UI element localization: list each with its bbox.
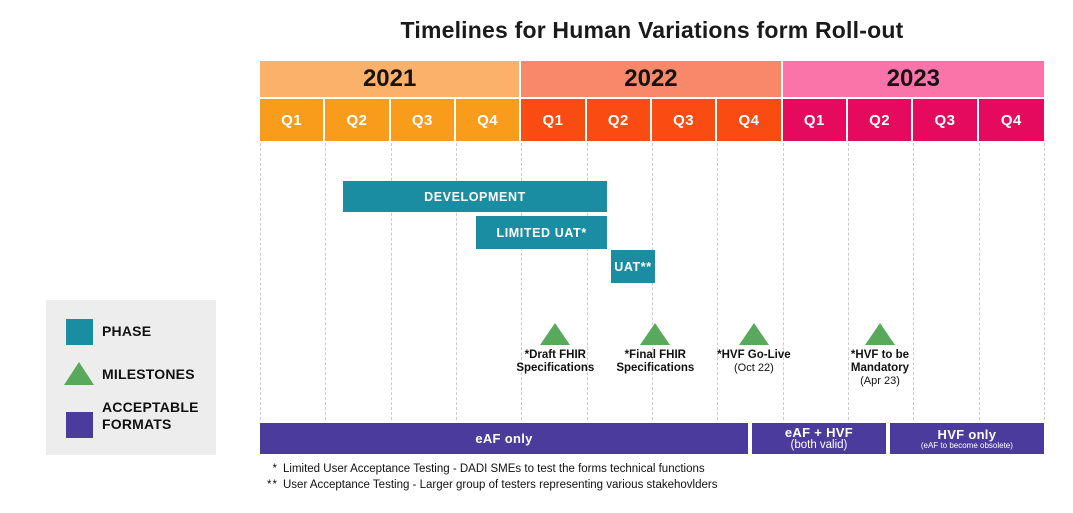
milestone-label: *Draft FHIR Specifications — [490, 349, 620, 375]
quarter-gridline — [978, 143, 980, 420]
page-title: Timelines for Human Variations form Roll… — [400, 17, 904, 43]
legend-label-formats-line2: FORMATS — [102, 416, 172, 432]
footnote-1-text: Limited User Acceptance Testing - DADI S… — [283, 463, 705, 475]
legend: PHASE MILESTONES ACCEPTABLE FORMATS — [46, 300, 216, 455]
year-band-2022: 2022 — [521, 61, 781, 97]
milestone-label: *HVF Go-Live (Oct 22) — [689, 349, 819, 375]
legend-label-milestones: MILESTONES — [102, 366, 195, 382]
year-band-2021: 2021 — [260, 61, 520, 97]
quarter-cell-2021-Q4: Q4 — [456, 99, 520, 141]
milestone-triangle-icon — [640, 323, 671, 345]
footnote-2-marker: ** — [267, 479, 278, 491]
milestone-label-line: Specifications — [516, 362, 595, 374]
quarter-gridline — [521, 143, 523, 420]
milestone-label-subline: (Oct 22) — [734, 362, 774, 374]
quarter-cell-2022-Q4: Q4 — [717, 99, 781, 141]
quarter-gridline — [456, 143, 457, 420]
format-segment-hvf-only: HVF only (eAF to become obsolete) — [889, 423, 1044, 454]
milestone-label-line: Specifications — [616, 362, 695, 374]
milestone-label: *HVF to be Mandatory (Apr 23) — [815, 349, 945, 388]
quarter-gridline — [717, 143, 719, 420]
quarter-cell-2023-Q1: Q1 — [782, 99, 846, 141]
milestone-label-line: *Final FHIR — [624, 349, 686, 361]
format-segment-sublabel: (both valid) — [790, 438, 848, 451]
format-segment-label: HVF only — [937, 426, 997, 442]
legend-label-phase: PHASE — [102, 323, 152, 339]
phase-bar-uat-: UAT** — [610, 250, 656, 283]
format-segment-eaf-only: eAF only — [260, 423, 748, 454]
format-segment-sublabel: (eAF to become obsolete) — [920, 440, 1013, 450]
footnotes: * Limited User Acceptance Testing - DADI… — [258, 461, 878, 493]
phase-bar-limited-uat-: LIMITED UAT* — [476, 216, 607, 249]
footnote-1: * Limited User Acceptance Testing - DADI… — [258, 461, 878, 477]
milestone-label-line: *Draft FHIR — [524, 349, 586, 361]
milestone-label-line: Mandatory — [850, 362, 910, 374]
phase-bar-development: DEVELOPMENT — [343, 181, 607, 212]
milestone-triangle-icon — [738, 323, 769, 345]
milestone-label: *Final FHIR Specifications — [590, 349, 720, 375]
quarter-cell-2021-Q3: Q3 — [390, 99, 454, 141]
legend-label-formats-line1: ACCEPTABLE — [102, 399, 199, 415]
year-band-2023: 2023 — [782, 61, 1044, 97]
quarter-gridline — [913, 143, 915, 420]
footnote-2-text: User Acceptance Testing - Larger group o… — [283, 479, 718, 491]
quarter-cell-2022-Q2: Q2 — [586, 99, 650, 141]
quarter-gridline — [390, 143, 392, 420]
milestone-triangle-icon — [540, 323, 571, 345]
footnote-1-marker: * — [272, 463, 278, 475]
quarter-cell-2021-Q2: Q2 — [325, 99, 389, 141]
phase-swatch-icon — [66, 319, 93, 345]
quarter-cell-2022-Q3: Q3 — [652, 99, 716, 141]
format-segment-label: eAF + HVF — [784, 424, 853, 440]
quarter-gridline — [782, 143, 784, 420]
quarter-gridline — [586, 143, 588, 420]
quarter-cell-2023-Q3: Q3 — [913, 99, 977, 141]
quarter-gridline — [260, 143, 261, 420]
format-segment-label: eAF only — [475, 431, 533, 446]
milestone-label-line: *HVF Go-Live — [717, 349, 791, 361]
quarter-cell-2023-Q4: Q4 — [978, 99, 1044, 141]
milestone-triangle-icon — [64, 362, 94, 385]
quarter-gridline — [848, 143, 849, 420]
quarter-gridline — [1044, 143, 1045, 420]
format-segment-eaf-hvf: eAF + HVF (both valid) — [752, 423, 886, 454]
quarter-gridline — [325, 143, 327, 420]
quarter-cell-2023-Q2: Q2 — [848, 99, 912, 141]
footnote-2: ** User Acceptance Testing - Larger grou… — [258, 477, 878, 493]
format-swatch-icon — [66, 412, 93, 438]
quarter-cell-2021-Q1: Q1 — [260, 99, 324, 141]
milestone-label-subline: (Apr 23) — [860, 375, 900, 387]
milestone-label-line: *HVF to be — [850, 349, 910, 361]
quarter-cell-2022-Q1: Q1 — [521, 99, 585, 141]
legend-label-formats: ACCEPTABLE FORMATS — [102, 399, 199, 433]
milestone-triangle-icon — [865, 323, 895, 345]
